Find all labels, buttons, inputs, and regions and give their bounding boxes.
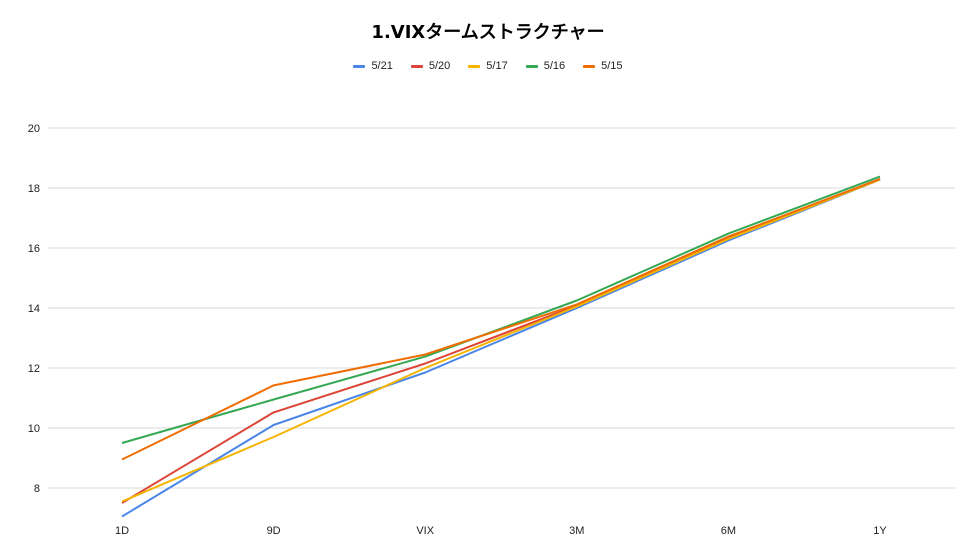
legend-swatch <box>410 64 423 68</box>
legend-item[interactable]: 5/17 <box>468 60 508 72</box>
y-tick-label: 18 <box>28 183 40 195</box>
y-axis-ticks: 8 10 12 14 16 18 20 <box>28 123 40 495</box>
x-tick-label: 1D <box>115 525 129 537</box>
y-tick-label: 8 <box>34 483 40 495</box>
x-tick-label: 9D <box>267 525 281 537</box>
y-tick-label: 10 <box>28 423 40 435</box>
chart-title: 1.VIXタームストラクチャー <box>371 22 605 43</box>
x-tick-label: 3M <box>569 525 584 537</box>
x-tick-label: 1Y <box>873 525 887 537</box>
y-tick-label: 20 <box>28 123 40 135</box>
legend-swatch <box>525 64 538 68</box>
x-axis-ticks: 1D 9D VIX 3M 6M 1Y <box>115 525 887 537</box>
y-tick-label: 16 <box>28 243 40 255</box>
legend-item[interactable]: 5/15 <box>583 60 623 72</box>
legend-item[interactable]: 5/21 <box>353 60 393 72</box>
legend-item[interactable]: 5/16 <box>525 60 566 72</box>
grid-lines <box>48 127 955 489</box>
legend-label: 5/16 <box>543 60 566 72</box>
series-line-4 <box>121 178 881 461</box>
y-tick-label: 12 <box>28 363 40 375</box>
x-tick-label: VIX <box>416 525 434 537</box>
legend-label: 5/17 <box>486 60 508 72</box>
y-tick-label: 14 <box>28 303 40 315</box>
legend-label: 5/15 <box>601 60 623 72</box>
legend: 5/21 5/20 5/17 5/16 5/15 <box>0 60 976 72</box>
legend-swatch <box>353 64 366 68</box>
series-line-0 <box>121 178 881 518</box>
legend-swatch <box>583 64 596 68</box>
series-lines <box>121 175 881 518</box>
series-line-2 <box>121 178 881 503</box>
legend-item[interactable]: 5/20 <box>410 60 451 72</box>
legend-label: 5/21 <box>371 60 393 72</box>
legend-swatch <box>468 64 481 68</box>
legend-label: 5/20 <box>428 60 451 72</box>
x-tick-label: 6M <box>721 525 736 537</box>
